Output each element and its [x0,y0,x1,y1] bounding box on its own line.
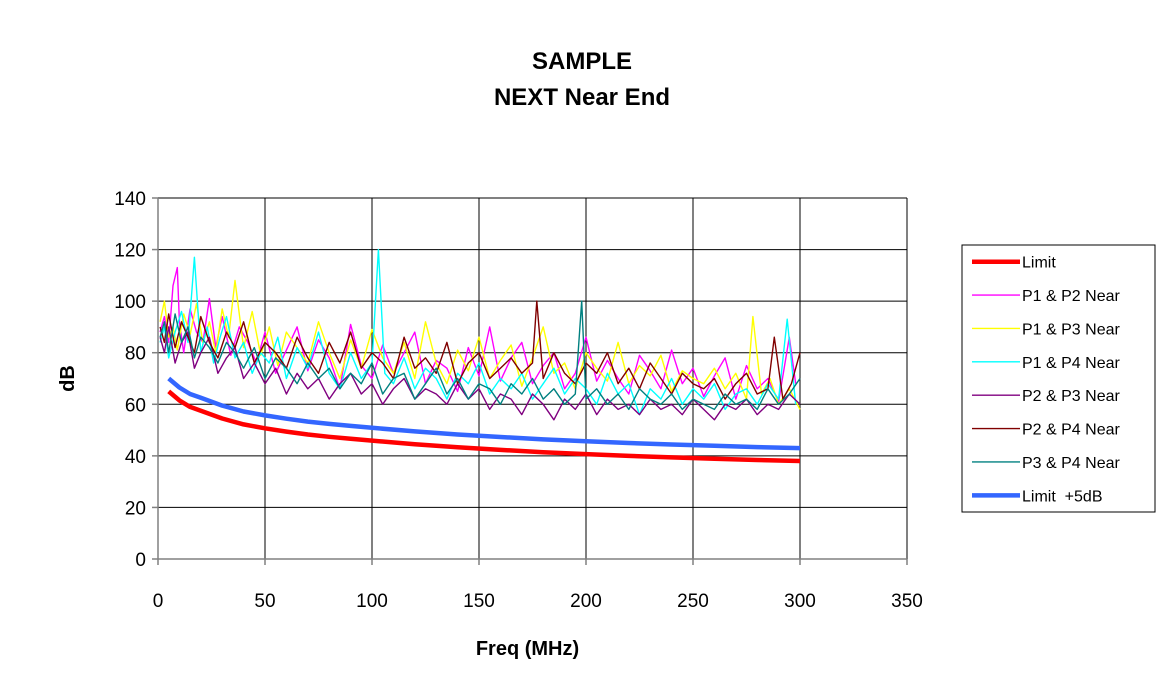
series-line-limit [167,389,801,464]
y-tick-label: 40 [125,447,146,468]
x-tick-label: 100 [356,591,388,612]
series-line-p2-p4-near [159,300,801,400]
legend-label: P1 & P2 Near [1022,288,1121,305]
x-tick-label: 350 [891,591,923,612]
x-tick-label: 150 [463,591,495,612]
legend-label: P2 & P4 Near [1022,422,1121,439]
x-tick-label: 250 [677,591,709,612]
legend: Limit P1 & P2 Near P1 & P3 Near P1 & P4 Nea… [961,244,1156,513]
legend-label: Limit [1022,255,1056,272]
axes [152,197,908,565]
legend-label: P1 & P3 Near [1022,321,1121,338]
y-tick-label: 20 [125,498,146,519]
legend-label: P2 & P3 Near [1022,388,1121,405]
x-tick-label: 300 [784,591,816,612]
legend-label: P1 & P4 Near [1022,355,1121,372]
y-tick-label: 60 [125,395,146,416]
legend-box [961,244,1156,513]
x-axis-title: Freq (MHz) [476,638,579,660]
legend-label: P3 & P4 Near [1022,455,1121,472]
y-tick-label: 100 [114,292,146,313]
y-tick-label: 0 [135,550,146,571]
y-axis-title: dB [57,365,79,392]
x-tick-label: 200 [570,591,602,612]
series-line-p1-p3-near [159,279,801,410]
y-tick-label: 140 [114,189,146,210]
series-line-p3-p4-near [159,300,801,411]
series-line-p1-p4-near [159,248,797,416]
series-line-limit-5db [167,376,801,451]
series-lines [159,248,801,464]
y-tick-label: 120 [114,241,146,262]
y-tick-label: 80 [125,344,146,365]
legend-label: Limit +5dB [1022,488,1102,505]
chart-title: SAMPLE [531,48,632,75]
axis-labels: 0 20 40 60 80 100 120 140 0 50 100 150 200 250 300 350 F… [57,189,923,660]
chart-subtitle: NEXT Near End [493,84,671,111]
x-tick-label: 50 [254,591,275,612]
x-tick-label: 0 [153,591,164,612]
